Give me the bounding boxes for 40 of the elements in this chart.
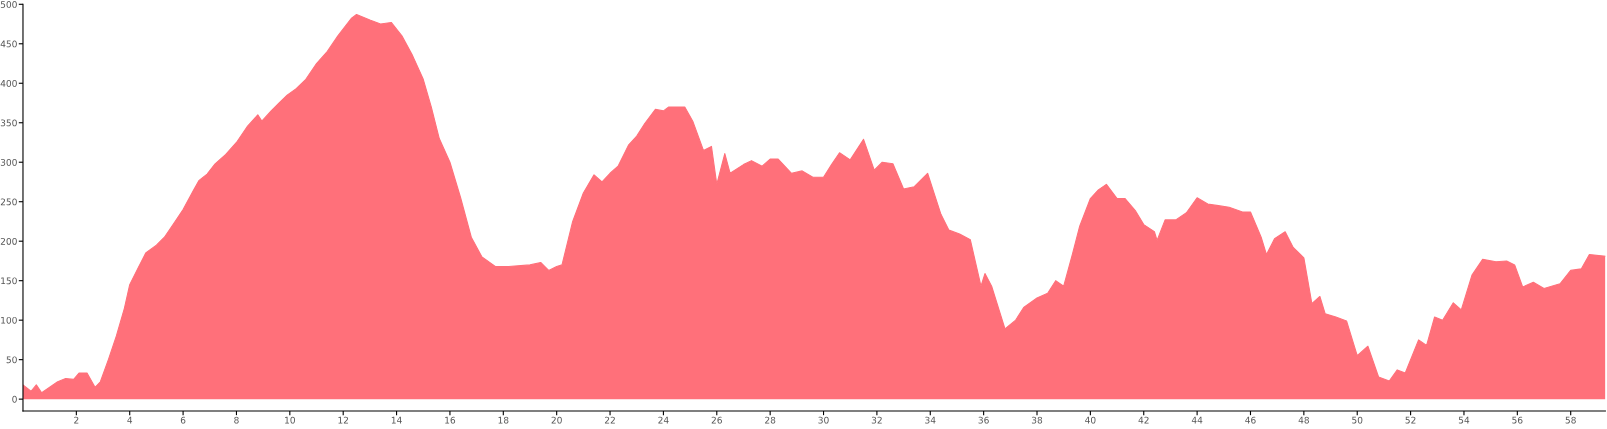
x-tick-label: 24 bbox=[658, 416, 669, 424]
x-tick-label: 46 bbox=[1245, 416, 1256, 424]
x-tick-label: 34 bbox=[925, 416, 936, 424]
y-tick-label: 150 bbox=[1, 277, 17, 285]
x-tick-label: 52 bbox=[1405, 416, 1416, 424]
x-tick-label: 30 bbox=[818, 416, 829, 424]
x-tick-label: 10 bbox=[285, 416, 295, 424]
x-tick-label: 8 bbox=[234, 416, 239, 424]
x-tick-label: 20 bbox=[551, 416, 562, 424]
y-tick-label: 200 bbox=[0, 237, 17, 245]
y-tick-label: 250 bbox=[0, 198, 17, 206]
x-tick-label: 18 bbox=[498, 416, 509, 424]
y-tick-label: 0 bbox=[12, 395, 17, 403]
x-tick-label: 16 bbox=[445, 416, 456, 424]
x-tick-label: 48 bbox=[1298, 416, 1309, 424]
x-tick-label: 26 bbox=[711, 416, 722, 424]
x-tick-label: 54 bbox=[1458, 416, 1470, 424]
x-tick-label: 58 bbox=[1565, 416, 1576, 424]
x-tick-label: 14 bbox=[391, 416, 402, 424]
y-tick-label: 400 bbox=[0, 79, 17, 87]
x-tick-label: 42 bbox=[1138, 416, 1149, 424]
x-tick-label: 22 bbox=[604, 416, 615, 424]
x-tick-label: 38 bbox=[1031, 416, 1043, 424]
x-tick-label: 2 bbox=[74, 416, 79, 424]
x-tick-label: 28 bbox=[765, 416, 776, 424]
x-tick-label: 4 bbox=[127, 416, 133, 424]
y-tick-label: 50 bbox=[6, 356, 17, 364]
x-tick-label: 40 bbox=[1085, 416, 1096, 424]
x-tick-label: 6 bbox=[180, 416, 186, 424]
x-tick-label: 56 bbox=[1512, 416, 1523, 424]
x-tick-label: 32 bbox=[871, 416, 882, 424]
y-tick-label: 500 bbox=[0, 1, 17, 8]
y-tick-label: 300 bbox=[0, 158, 17, 166]
y-tick-label: 350 bbox=[0, 119, 17, 127]
y-tick-label: 100 bbox=[1, 316, 17, 324]
x-tick-label: 44 bbox=[1191, 416, 1203, 424]
x-tick-label: 50 bbox=[1352, 416, 1363, 424]
y-tick-label: 450 bbox=[0, 40, 17, 48]
x-tick-label: 12 bbox=[338, 416, 349, 424]
x-tick-label: 36 bbox=[978, 416, 989, 424]
